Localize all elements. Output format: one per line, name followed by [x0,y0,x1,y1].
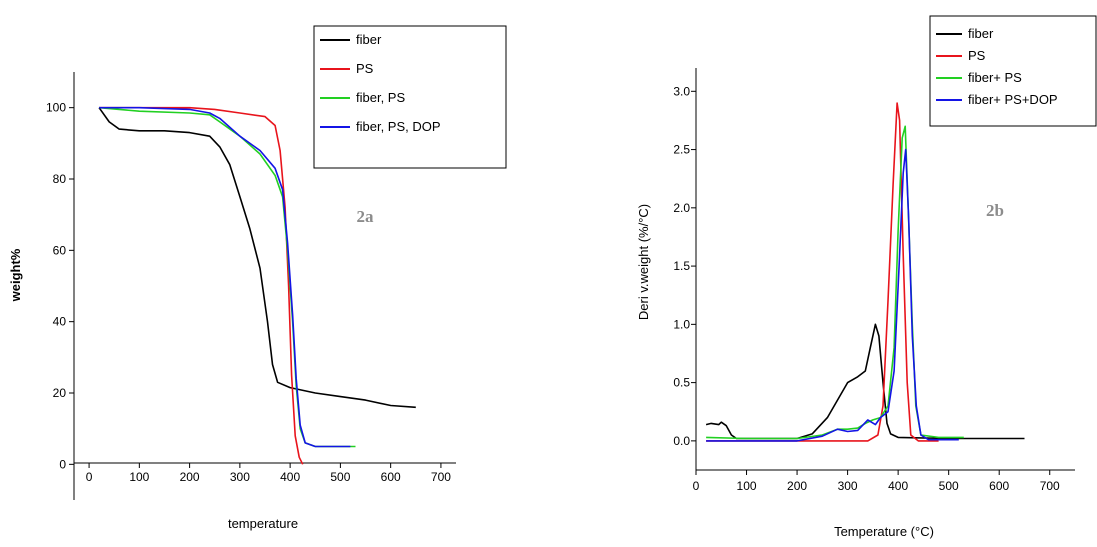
y-tick-label: 0 [59,457,66,471]
y-tick-label: 2.5 [673,143,690,157]
legend-label: fiber [968,26,994,41]
legend-label: PS [968,48,986,63]
x-tick-label: 0 [693,479,700,493]
series-line-fiber-ps [706,125,964,440]
series-line-ps [99,106,304,465]
x-tick-label: 200 [787,479,807,493]
x-tick-label: 500 [330,470,350,484]
y-tick-label: 20 [53,386,67,400]
x-tick-label: 300 [838,479,858,493]
legend-label: PS [356,61,374,76]
x-tick-label: 400 [888,479,908,493]
y-tick-label: 1.5 [673,259,690,273]
legend-label: fiber+ PS+DOP [968,92,1058,107]
y-tick-label: 40 [53,315,67,329]
x-tick-label: 500 [939,479,959,493]
series-line-fiber-ps-dop [99,106,351,448]
x-tick-label: 200 [180,470,200,484]
panel-label: 2a [357,207,375,226]
legend-label: fiber+ PS [968,70,1022,85]
y-axis-title: Deri v.weight (%/°C) [636,204,651,320]
series-line-fiber [98,107,416,409]
legend-label: fiber, PS, DOP [356,119,441,134]
y-tick-label: 0.0 [673,434,690,448]
y-tick-label: 1.0 [673,317,690,331]
y-axis-title: weight% [8,248,23,302]
legend: fiber PS fiber+ PS fiber+ PS+DOP [929,15,1097,127]
x-tick-label: 100 [129,470,149,484]
x-tick-label: 300 [230,470,250,484]
x-tick-label: 0 [86,470,93,484]
y-tick-label: 60 [53,243,67,257]
x-tick-label: 400 [280,470,300,484]
legend: fiber PS fiber, PS fiber, PS, DOP [313,25,507,169]
x-tick-label: 600 [989,479,1009,493]
chart-2a: 0 100 200 300 400 500 600 700 0 20 40 60 80 100 tempe… [8,25,507,531]
y-tick-label: 3.0 [673,84,690,98]
series-line-fiber [705,323,1025,440]
x-axis-title: temperature [228,516,298,531]
panel-label: 2b [986,201,1004,220]
legend-box [313,25,507,169]
y-tick-label: 100 [46,101,66,115]
legend-label: fiber [356,32,382,47]
x-tick-label: 600 [381,470,401,484]
y-tick-label: 2.0 [673,201,690,215]
x-axis-title: Temperature (°C) [834,524,934,539]
y-tick-label: 0.5 [673,376,690,390]
x-tick-label: 700 [1040,479,1060,493]
x-tick-label: 100 [737,479,757,493]
y-tick-label: 80 [53,172,67,186]
series-line-ps [706,102,939,442]
x-tick-label: 700 [431,470,451,484]
chart-2b: 0 100 200 300 400 500 600 700 0.0 0.5 1.0 1.5 2.0 2.5… [636,15,1097,539]
legend-label: fiber, PS [356,90,405,105]
series-line-fiber-ps-dop [706,148,959,442]
